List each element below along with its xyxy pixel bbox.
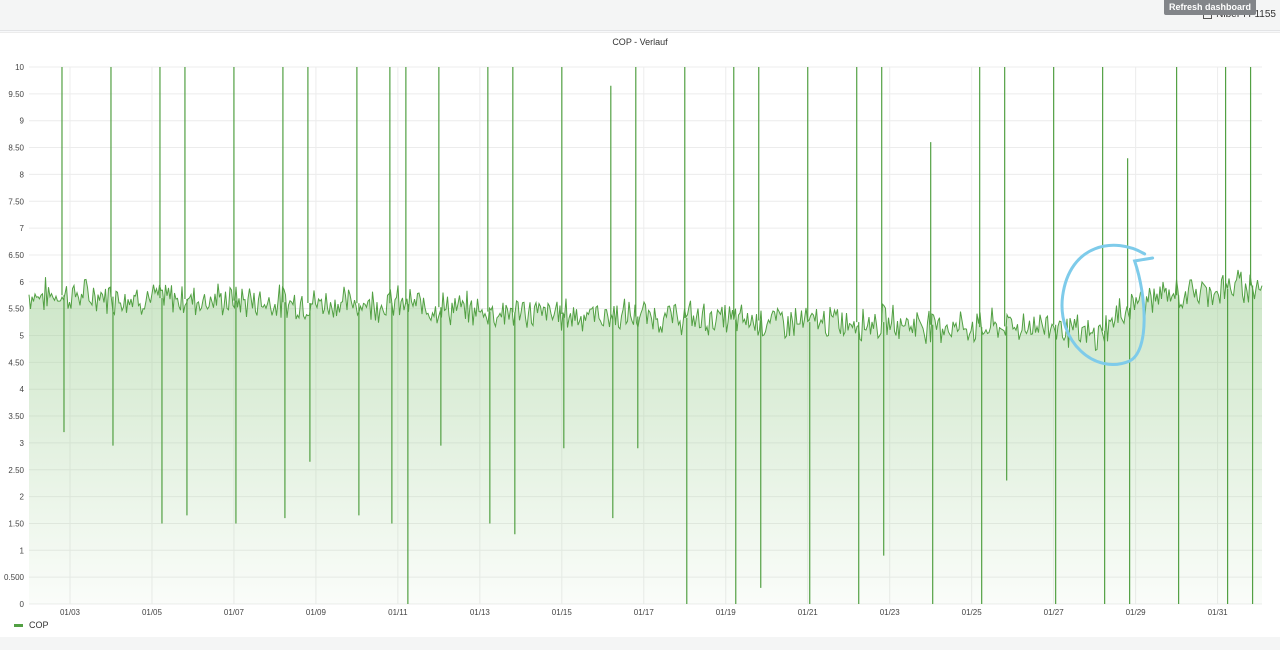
refresh-dashboard-tooltip: Refresh dashboard: [1164, 0, 1257, 15]
x-tick-label: 01/05: [142, 608, 163, 617]
chart-legend[interactable]: COP: [14, 620, 49, 630]
y-tick-label: 9: [20, 117, 25, 126]
x-tick-label: 01/19: [716, 608, 737, 617]
cop-series-line: [28, 269, 1263, 352]
y-tick-label: 10: [15, 63, 24, 72]
y-tick-label: 3: [20, 439, 25, 448]
legend-swatch-cop: [14, 623, 23, 627]
y-tick-label: 2: [20, 493, 25, 502]
x-tick-label: 01/21: [798, 608, 819, 617]
x-tick-label: 01/27: [1044, 608, 1065, 617]
x-tick-label: 01/11: [388, 608, 408, 617]
y-tick-label: 0.500: [4, 573, 25, 582]
y-tick-label: 8.50: [8, 144, 24, 153]
y-tick-label: 4: [20, 385, 25, 394]
bottom-bar: [0, 637, 1280, 650]
y-tick-label: 1: [20, 546, 25, 555]
x-tick-label: 01/31: [1208, 608, 1229, 617]
y-tick-label: 9.50: [8, 90, 24, 99]
cop-area-fill: [29, 269, 1262, 604]
y-tick-label: 7.50: [8, 197, 24, 206]
y-tick-label: 4.50: [8, 358, 24, 367]
cop-line-chart[interactable]: 0 0.500 1 1.50 2 2.50 3 3.50 4 4.50 5 5.50 6 6.50 7 7.5…: [0, 33, 1280, 637]
y-tick-label: 3.50: [8, 412, 24, 421]
y-tick-label: 6.50: [8, 251, 24, 260]
legend-label-cop: COP: [29, 620, 49, 630]
y-tick-label: 2.50: [8, 466, 24, 475]
x-tick-label: 01/15: [552, 608, 573, 617]
y-tick-label: 7: [20, 224, 25, 233]
x-tick-label: 01/07: [224, 608, 245, 617]
x-tick-label: 01/29: [1126, 608, 1147, 617]
y-tick-label: 5.50: [8, 305, 24, 314]
x-tick-label: 01/09: [306, 608, 327, 617]
chart-title: COP - Verlauf: [612, 37, 668, 47]
y-tick-label: 6: [20, 278, 25, 287]
y-tick-label: 0: [20, 600, 25, 609]
x-tick-label: 01/13: [470, 608, 491, 617]
cop-chart-panel: COP - Verlauf 0 0.500 1 1.50 2 2.50 3 3.50 4 4.50…: [0, 32, 1280, 638]
x-tick-label: 01/17: [634, 608, 655, 617]
annotation-circle: [1060, 243, 1155, 366]
x-tick-label: 01/03: [60, 608, 81, 617]
x-tick-label: 01/23: [880, 608, 901, 617]
y-tick-label: 5: [20, 332, 25, 341]
top-toolbar: [0, 0, 1280, 31]
x-tick-label: 01/25: [962, 608, 983, 617]
y-tick-label: 1.50: [8, 519, 24, 528]
y-tick-label: 8: [20, 170, 25, 179]
